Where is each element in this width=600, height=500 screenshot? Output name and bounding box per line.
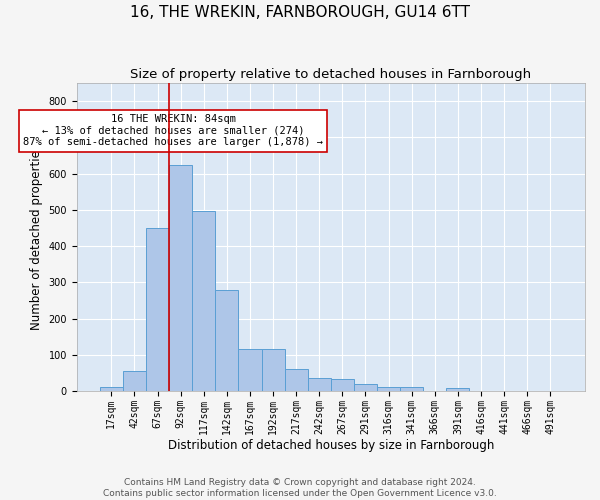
Bar — [308, 378, 331, 391]
Bar — [123, 371, 146, 391]
Bar — [215, 290, 238, 391]
Bar — [100, 386, 123, 391]
Text: Contains HM Land Registry data © Crown copyright and database right 2024.
Contai: Contains HM Land Registry data © Crown c… — [103, 478, 497, 498]
Bar — [331, 379, 354, 391]
Bar — [377, 388, 400, 391]
Bar — [400, 388, 423, 391]
Bar — [354, 384, 377, 391]
Bar — [146, 228, 169, 391]
Title: Size of property relative to detached houses in Farnborough: Size of property relative to detached ho… — [130, 68, 532, 80]
Bar — [169, 164, 192, 391]
Bar — [262, 350, 284, 391]
Bar — [284, 368, 308, 391]
Text: 16 THE WREKIN: 84sqm
← 13% of detached houses are smaller (274)
87% of semi-deta: 16 THE WREKIN: 84sqm ← 13% of detached h… — [23, 114, 323, 148]
Text: 16, THE WREKIN, FARNBOROUGH, GU14 6TT: 16, THE WREKIN, FARNBOROUGH, GU14 6TT — [130, 5, 470, 20]
Bar — [192, 211, 215, 391]
Bar — [238, 350, 262, 391]
Bar — [446, 388, 469, 391]
X-axis label: Distribution of detached houses by size in Farnborough: Distribution of detached houses by size … — [167, 440, 494, 452]
Y-axis label: Number of detached properties: Number of detached properties — [30, 144, 43, 330]
